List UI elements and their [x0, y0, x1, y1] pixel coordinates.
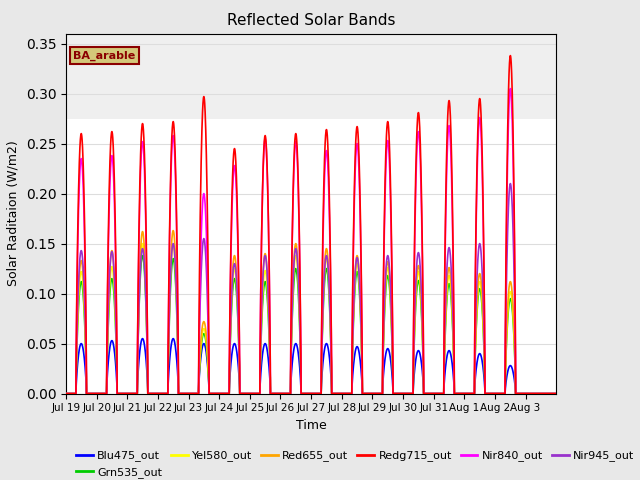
X-axis label: Time: Time: [296, 419, 326, 432]
Bar: [66, 34, 556, 119]
Text: BA_arable: BA_arable: [74, 51, 136, 61]
Legend: Blu475_out, Grn535_out, Yel580_out, Red655_out, Redg715_out, Nir840_out, Nir945_: Blu475_out, Grn535_out, Yel580_out, Red6…: [72, 446, 639, 480]
Y-axis label: Solar Raditaion (W/m2): Solar Raditaion (W/m2): [7, 141, 20, 287]
Title: Reflected Solar Bands: Reflected Solar Bands: [227, 13, 396, 28]
